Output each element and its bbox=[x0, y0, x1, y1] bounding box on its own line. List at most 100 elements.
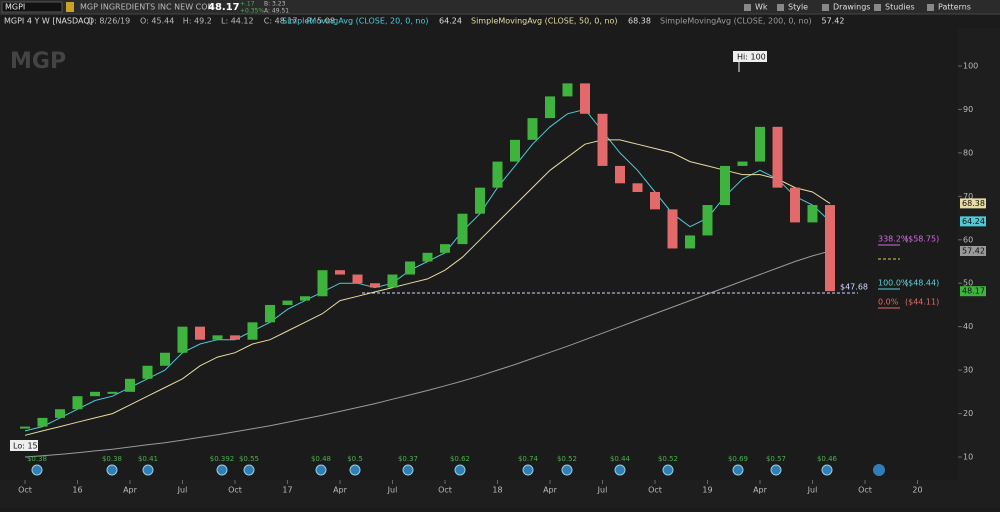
last-price: 48.17 bbox=[208, 2, 240, 13]
menu-item[interactable]: Patterns bbox=[938, 3, 971, 12]
candle bbox=[702, 205, 713, 236]
time-axis bbox=[0, 480, 958, 508]
candle bbox=[195, 326, 205, 340]
menu-icon[interactable] bbox=[874, 4, 881, 11]
menu-icon[interactable] bbox=[822, 4, 829, 11]
axis-value: 64.24 bbox=[962, 217, 985, 226]
candle bbox=[317, 270, 328, 297]
last-price-box bbox=[960, 286, 986, 297]
candle bbox=[440, 244, 450, 253]
candle bbox=[212, 335, 223, 340]
candle bbox=[405, 261, 415, 275]
hi-label: Hi: 100 bbox=[737, 53, 766, 62]
study-value: 64.24 bbox=[439, 17, 462, 26]
dividend-icon[interactable] bbox=[454, 464, 466, 476]
dividend-label: $0.57 bbox=[766, 455, 786, 463]
help-icon[interactable] bbox=[873, 464, 885, 476]
y-tick-label: 40 bbox=[963, 322, 973, 331]
menu-icon[interactable] bbox=[777, 4, 784, 11]
candle bbox=[720, 165, 730, 206]
dividend-icon[interactable] bbox=[31, 464, 43, 476]
fib-pct: 0.0% bbox=[878, 298, 899, 307]
candle bbox=[335, 270, 345, 275]
candle bbox=[457, 213, 468, 245]
dividend-icon[interactable] bbox=[770, 464, 782, 476]
candle bbox=[160, 352, 170, 366]
candle bbox=[352, 274, 363, 284]
candle bbox=[142, 365, 153, 379]
menu-item[interactable]: Drawings bbox=[833, 3, 870, 12]
moving-average bbox=[24, 139, 831, 436]
dividend-label: $0.37 bbox=[398, 455, 418, 463]
moving-average bbox=[24, 108, 831, 432]
candle bbox=[580, 83, 590, 114]
menu-icon[interactable] bbox=[927, 4, 934, 11]
candle bbox=[667, 209, 678, 249]
bid: B: 3.23 bbox=[264, 1, 286, 8]
menu-icon[interactable] bbox=[744, 4, 751, 11]
candle bbox=[790, 187, 800, 223]
candle bbox=[825, 205, 835, 292]
x-tick-label: Apr bbox=[123, 486, 138, 495]
ask: A: 49.51 bbox=[264, 8, 289, 15]
fib-pct: 100.0% bbox=[878, 279, 909, 288]
x-tick-label: Jul bbox=[387, 486, 398, 495]
x-tick-label: Oct bbox=[648, 486, 662, 495]
dividend-label: $0.5 bbox=[347, 455, 363, 463]
info-field: H: 49.2 bbox=[183, 17, 212, 26]
study-label: SimpleMovingAvg (CLOSE, 50, 0, no) bbox=[471, 17, 618, 26]
dividend-label: $0.52 bbox=[658, 455, 678, 463]
y-tick-label: 50 bbox=[963, 279, 973, 288]
dividend-label: $0.62 bbox=[450, 455, 470, 463]
dividend-icon[interactable] bbox=[662, 464, 674, 476]
info-field: R: 5.08 bbox=[307, 17, 335, 26]
candle bbox=[597, 113, 608, 166]
axis-value-box bbox=[960, 198, 986, 209]
y-tick-label: 30 bbox=[963, 366, 973, 375]
axis-value: 68.38 bbox=[962, 199, 985, 208]
link-icon[interactable] bbox=[66, 2, 74, 12]
candle bbox=[510, 139, 520, 162]
x-tick-label: 18 bbox=[492, 486, 502, 495]
dividend-label: $0.52 bbox=[557, 455, 577, 463]
axis-value-box bbox=[960, 245, 986, 256]
menu-item[interactable]: Style bbox=[788, 3, 808, 12]
y-tick-label: 10 bbox=[963, 453, 973, 462]
dividend-icon[interactable] bbox=[614, 464, 626, 476]
dividend-icon[interactable] bbox=[349, 464, 361, 476]
dividend-label: $0.55 bbox=[239, 455, 259, 463]
dividend-icon[interactable] bbox=[142, 464, 154, 476]
y-tick-label: 20 bbox=[963, 409, 973, 418]
dividend-icon[interactable] bbox=[561, 464, 573, 476]
dividend-icon[interactable] bbox=[732, 464, 744, 476]
candle bbox=[527, 118, 538, 140]
candle bbox=[20, 426, 30, 429]
dividend-label: $0.392 bbox=[210, 455, 235, 463]
x-tick-label: Jul bbox=[597, 486, 608, 495]
dividend-icon[interactable] bbox=[821, 464, 833, 476]
dividend-icon[interactable] bbox=[315, 464, 327, 476]
dividend-icon[interactable] bbox=[216, 464, 228, 476]
axis-value: 57.42 bbox=[962, 246, 985, 255]
dividend-icon[interactable] bbox=[106, 464, 118, 476]
dividend-icon[interactable] bbox=[402, 464, 414, 476]
x-tick-label: Apr bbox=[333, 486, 348, 495]
dividend-icon[interactable] bbox=[522, 464, 534, 476]
dividend-icon[interactable] bbox=[243, 464, 255, 476]
candle bbox=[125, 378, 135, 392]
symbol-box[interactable] bbox=[1, 1, 63, 13]
x-tick-label: Apr bbox=[753, 486, 768, 495]
candle bbox=[422, 252, 433, 262]
candle bbox=[247, 322, 258, 340]
candle bbox=[230, 335, 240, 340]
candle bbox=[387, 274, 398, 288]
study-value: 68.38 bbox=[628, 17, 651, 26]
candle bbox=[475, 187, 485, 214]
menu-item[interactable]: Studies bbox=[885, 3, 915, 12]
x-tick-label: 20 bbox=[912, 486, 922, 495]
change-pct: +0.35% bbox=[240, 8, 264, 15]
lo-label: Lo: 15 bbox=[13, 442, 38, 451]
menu-item[interactable]: Wk bbox=[755, 3, 768, 12]
fib-price: ($58.75) bbox=[905, 235, 939, 244]
x-tick-label: Apr bbox=[543, 486, 558, 495]
